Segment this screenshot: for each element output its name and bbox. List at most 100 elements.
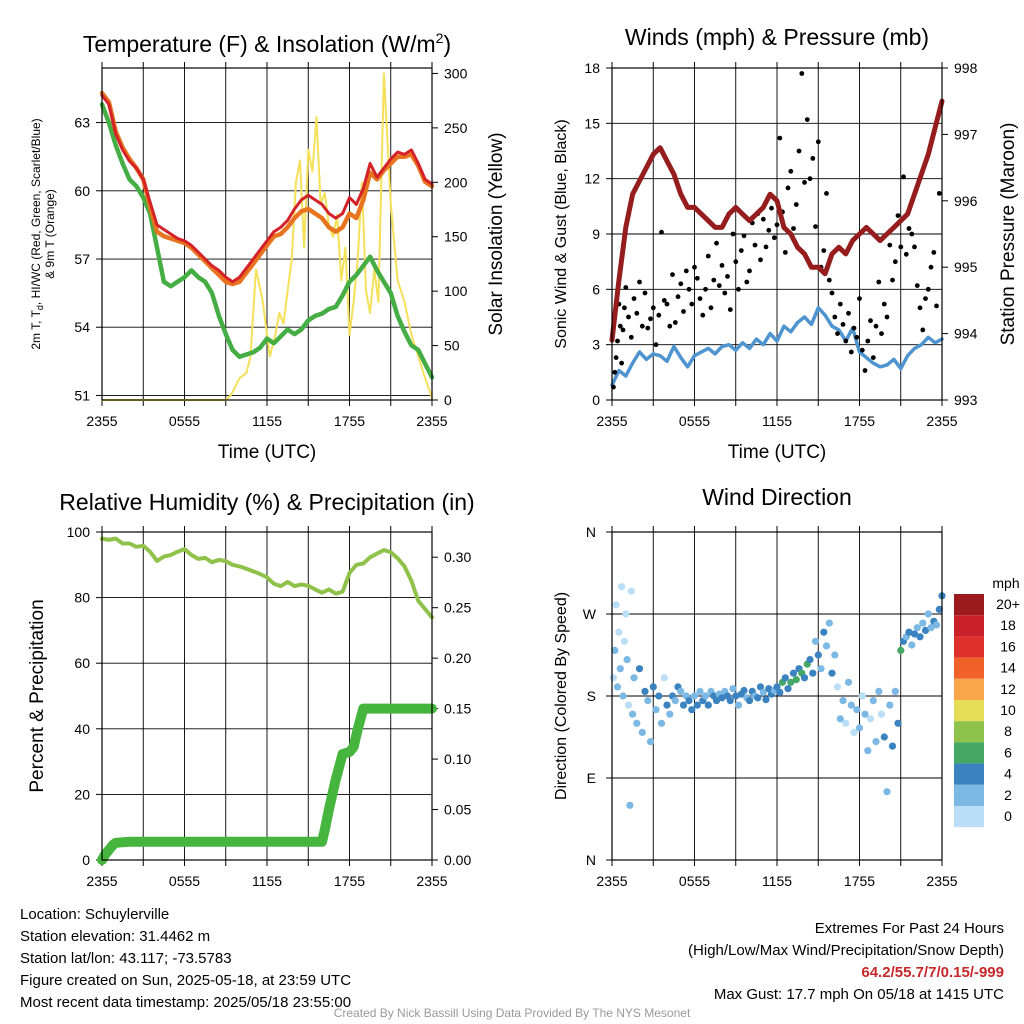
gust-point <box>895 213 901 219</box>
recent-data-text: Most recent data timestamp: 2025/05/18 2… <box>20 994 352 1011</box>
direction-point <box>619 692 627 700</box>
legend-title: mph <box>992 575 1019 591</box>
gust-point <box>876 279 882 285</box>
gust-point <box>725 274 730 279</box>
gust-point <box>898 244 904 250</box>
direction-point <box>833 683 842 691</box>
gust-point <box>694 275 700 281</box>
gust-point <box>672 320 678 325</box>
gust-point <box>862 368 868 373</box>
direction-point <box>820 628 828 636</box>
y2-tick-label: 50 <box>444 338 460 354</box>
direction-point <box>842 719 850 727</box>
gust-point <box>703 286 708 292</box>
gust-point <box>650 305 656 311</box>
direction-point <box>611 646 619 655</box>
latlon-text: Station lat/lon: 43.117; -73.5783 <box>20 950 232 967</box>
gust-point <box>727 307 733 312</box>
direction-point <box>657 719 666 727</box>
gust-point <box>793 202 799 207</box>
x-tick-label: 0555 <box>679 413 710 429</box>
direction-point <box>660 674 668 682</box>
temperature-chart: 2355 0555 1155 1755 2355 51 54 57 60 63 0 50 100 150 2… <box>29 30 507 463</box>
x-tick-label: 2355 <box>926 413 957 429</box>
direction-point <box>609 674 618 682</box>
y-axis-label: 2m T, Td, HI/WC (Red, Green, Scarlet/Blu… <box>29 118 45 349</box>
y-tick-label: N <box>586 524 596 540</box>
direction-point <box>649 683 657 691</box>
gust-point <box>766 227 772 233</box>
pressure-line <box>609 98 945 343</box>
direction-point <box>620 637 629 645</box>
gust-point <box>615 338 620 344</box>
gust-point <box>865 338 871 344</box>
direction-point <box>814 651 822 659</box>
y2-tick-label: 0 <box>444 392 452 408</box>
gust-point <box>760 216 766 222</box>
direction-point <box>624 701 633 709</box>
y2-tick-label: 0.20 <box>444 650 471 666</box>
max-gust-text: Max Gust: 17.7 mph On 05/18 at 1415 UTC <box>713 986 1004 1003</box>
location-text: Location: Schuylerville <box>20 906 170 923</box>
gust-point <box>733 259 739 265</box>
gust-point <box>645 325 651 331</box>
gust-point <box>744 279 750 285</box>
direction-point <box>688 706 696 714</box>
y-tick-label: 3 <box>592 337 600 353</box>
x-tick-label: 0555 <box>169 413 200 429</box>
extremes-panel: Extremes For Past 24 Hours (High/Low/Max… <box>688 918 1004 1006</box>
direction-point <box>792 676 800 684</box>
gust-point <box>923 296 928 301</box>
gust-point <box>901 174 906 180</box>
gust-point <box>848 349 854 355</box>
y-axis-label: Direction (Colored By Speed) <box>553 592 570 800</box>
gust-point <box>697 296 703 301</box>
y2-tick-label: 0.00 <box>444 852 471 868</box>
direction-point <box>635 665 644 673</box>
gust-point <box>810 156 816 161</box>
gust-point <box>730 231 736 237</box>
y2-tick-label: 993 <box>954 392 978 408</box>
y-tick-label: 18 <box>584 60 600 76</box>
gust-point <box>639 323 645 329</box>
y-tick-label: 20 <box>74 786 90 802</box>
direction-point <box>886 701 894 709</box>
direction-point <box>828 669 836 677</box>
gust-point <box>840 322 846 327</box>
x-tick-label: 1755 <box>334 413 365 429</box>
legend-swatch <box>954 615 984 637</box>
x-tick-label: 1155 <box>252 873 282 889</box>
heat-index-line <box>99 90 435 287</box>
y-label-part: , HI/WC (Red, Green, Scarlet/Blue) <box>29 118 43 305</box>
gust-point <box>637 279 642 285</box>
y2-tick-label: 300 <box>444 65 468 81</box>
y2-tick-label: 0.25 <box>444 600 471 616</box>
gust-point <box>736 286 741 292</box>
gust-point <box>653 342 659 348</box>
title-close: ) <box>443 31 451 57</box>
y-tick-label: 57 <box>74 251 90 267</box>
gust-point <box>714 240 719 246</box>
direction-point <box>822 642 831 650</box>
direction-point <box>740 686 748 695</box>
gust-point <box>689 301 695 307</box>
direction-point <box>762 696 770 704</box>
gust-point <box>826 277 832 283</box>
y-tick-label: 6 <box>592 281 600 297</box>
y-axis-label-line2: & 9m T (Orange) <box>43 189 57 279</box>
y-tick-label: N <box>586 852 596 868</box>
direction-point <box>732 692 740 700</box>
gust-point <box>824 191 829 196</box>
direction-point <box>781 674 789 682</box>
y-tick-label: 0 <box>82 852 90 868</box>
direction-point <box>825 619 833 627</box>
gust-point <box>659 229 664 235</box>
direction-point <box>773 683 781 691</box>
y-tick-label: 100 <box>67 524 91 540</box>
credit-text: Created By Nick Bassill Using Data Provi… <box>333 1006 691 1020</box>
chart-title: Temperature (F) & Insolation (W/m2) <box>83 30 451 57</box>
direction-point <box>847 701 855 709</box>
x-tick-label: 2355 <box>596 873 627 889</box>
legend-label: 10 <box>1000 702 1016 718</box>
y2-tick-label: 150 <box>444 229 468 245</box>
